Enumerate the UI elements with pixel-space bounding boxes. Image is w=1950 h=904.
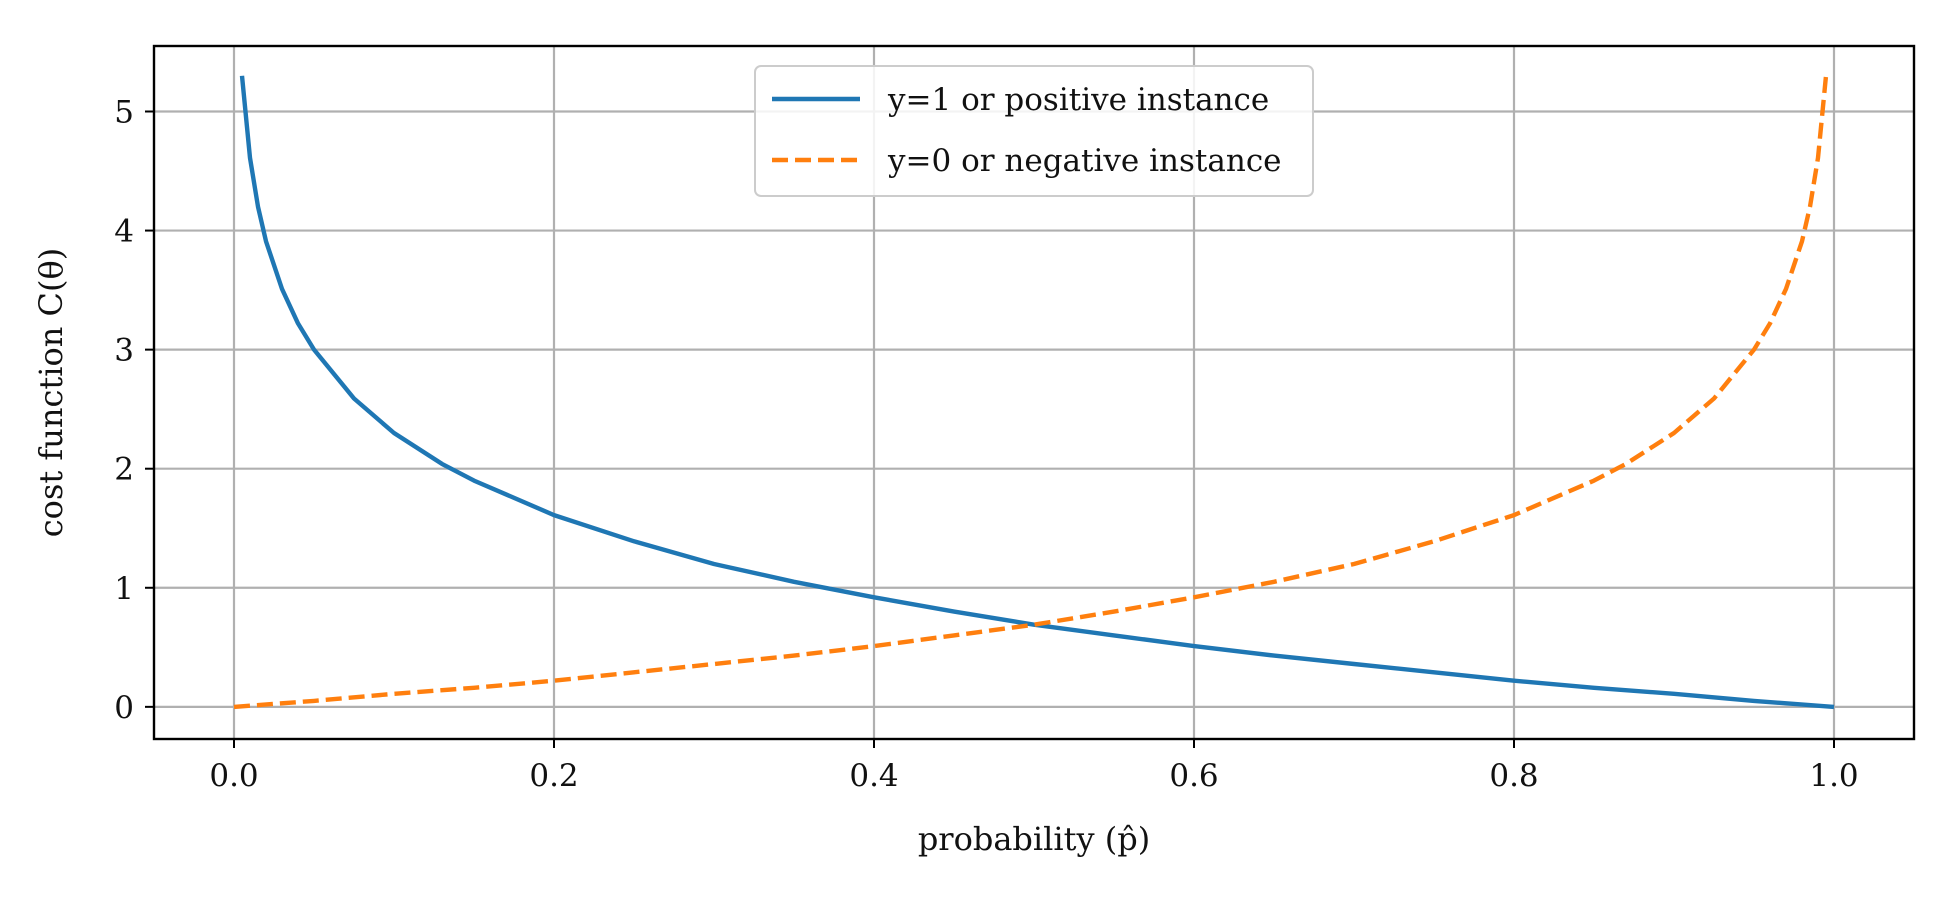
legend-label: y=0 or negative instance xyxy=(887,143,1282,179)
y-tick-label: 4 xyxy=(114,214,134,250)
tick-layer: 0.0 0.2 0.4 0.6 0.8 1.0 0 1 2 3 4 5 xyxy=(114,94,1858,794)
legend-label: y=1 or positive instance xyxy=(887,82,1269,118)
legend-box xyxy=(754,65,1314,197)
y-tick-label: 3 xyxy=(114,333,134,369)
series-line-negative-instance xyxy=(233,75,1829,710)
x-tick-label: 0.0 xyxy=(209,758,258,794)
series-layer xyxy=(233,75,1835,710)
x-tick-label: 0.6 xyxy=(1169,758,1218,794)
plot-area-frame xyxy=(152,44,1916,741)
x-tick-label: 0.4 xyxy=(849,758,898,794)
y-axis-label: cost function C(θ) xyxy=(32,248,70,537)
x-axis-label: probability (p̂) xyxy=(918,820,1150,858)
legend: y=1 or positive instance y=0 or negative … xyxy=(754,65,1314,197)
x-tick-label: 0.8 xyxy=(1489,758,1538,794)
series-line-positive-instance xyxy=(239,75,1835,710)
y-tick-label: 1 xyxy=(114,571,134,607)
y-tick-label: 5 xyxy=(114,94,134,130)
y-tick-label: 2 xyxy=(114,452,134,488)
x-tick-label: 1.0 xyxy=(1809,758,1858,794)
x-tick-label: 0.2 xyxy=(529,758,578,794)
y-tick-label: 0 xyxy=(114,690,134,726)
